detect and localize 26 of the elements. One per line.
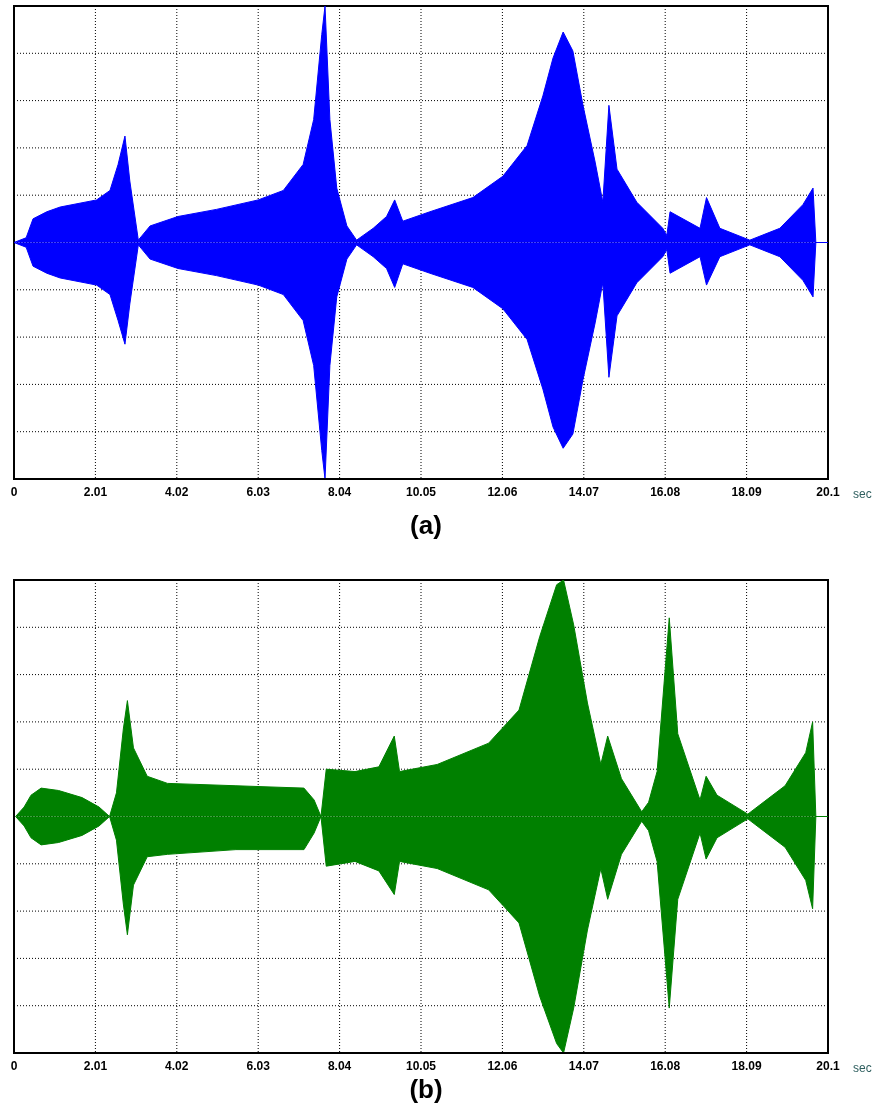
- x-tick-label: 6.03: [246, 1058, 271, 1073]
- x-tick-label: 20.1: [816, 1058, 840, 1073]
- x-tick-label: 16.08: [650, 484, 681, 499]
- x-tick-label: 8.04: [327, 484, 352, 499]
- x-tick-label: 8.04: [327, 1058, 352, 1073]
- x-tick-label: 18.09: [731, 484, 762, 499]
- x-tick-label: 4.02: [165, 1058, 189, 1073]
- text: (a): [409, 509, 443, 542]
- x-tick-label: 4.02: [165, 484, 189, 499]
- x-tick-label: 18.09: [731, 1058, 762, 1073]
- x-axis-title: sec: [853, 486, 872, 501]
- x-tick-label: 16.08: [650, 1058, 681, 1073]
- x-tick-label: 2.01: [83, 1058, 108, 1073]
- x-tick-label: 14.07: [568, 1058, 600, 1073]
- x-tick-label: 12.06: [487, 1058, 518, 1073]
- x-tick-label: 0: [10, 1058, 18, 1073]
- x-tick-label: 20.1: [816, 484, 840, 499]
- x-tick-label: 12.06: [487, 484, 518, 499]
- x-axis-title: sec: [853, 1060, 872, 1075]
- x-tick-label: 6.03: [246, 484, 271, 499]
- x-tick-label: 10.05: [405, 484, 437, 499]
- x-tick-label: 0: [10, 484, 18, 499]
- x-tick-label: 10.05: [405, 1058, 437, 1073]
- x-tick-label: 2.01: [83, 484, 108, 499]
- text: (b): [408, 1074, 444, 1104]
- x-tick-label: 14.07: [568, 484, 600, 499]
